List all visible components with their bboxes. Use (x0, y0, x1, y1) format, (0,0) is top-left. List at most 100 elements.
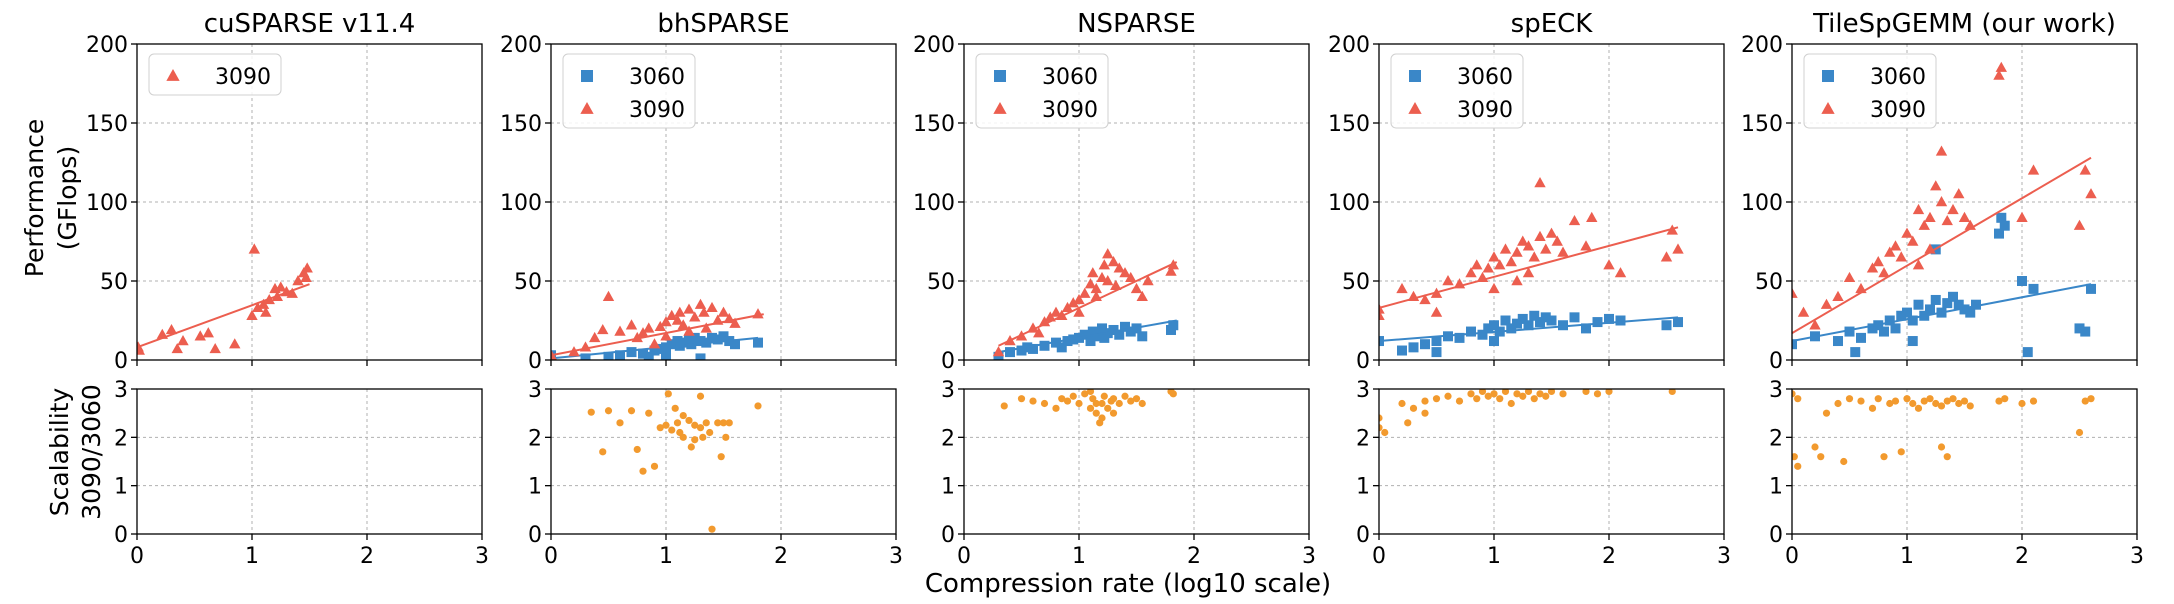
data-point-3090 (2085, 188, 2097, 199)
scalability-point (1605, 389, 1613, 396)
data-point-3060 (1925, 304, 1935, 315)
data-point-3090 (1889, 240, 1902, 251)
scalability-point (1409, 404, 1418, 412)
data-point-3090 (1820, 298, 1833, 309)
data-point-3060 (1661, 320, 1672, 331)
data-point-3090 (1924, 211, 1936, 222)
data-point-3090 (1545, 227, 1558, 238)
scalability-point (671, 404, 679, 412)
scalability-point (1490, 390, 1498, 398)
data-point-3090 (1540, 243, 1552, 254)
data-point-3060 (1592, 317, 1603, 328)
x-tick-label: 2 (774, 544, 788, 569)
data-point-3060 (2074, 323, 2085, 334)
data-point-3090 (1165, 265, 1177, 276)
data-point-3090 (643, 322, 655, 333)
legend-marker-3060 (994, 70, 1006, 82)
data-point-3090 (2027, 164, 2040, 175)
y-tick-label: 200 (86, 33, 128, 58)
scalability-point (1109, 409, 1118, 417)
data-point-3090 (1797, 306, 1810, 317)
data-point-3090 (1517, 235, 1529, 246)
data-point-3060 (649, 345, 660, 356)
data-point-3090 (1102, 248, 1114, 259)
data-point-3090 (1087, 267, 1099, 278)
scalability-point (1593, 390, 1602, 398)
data-point-3060 (1971, 299, 1981, 310)
scalability-point (1455, 397, 1464, 405)
data-point-3060 (1890, 323, 1901, 334)
scalability-point (650, 462, 659, 470)
y-tick-label: 200 (500, 33, 542, 58)
data-point-3090 (1033, 327, 1045, 338)
x-tick-label: 1 (1900, 544, 1914, 569)
data-point-3090 (1079, 287, 1091, 298)
data-point-3060 (678, 337, 689, 348)
axes-frame-scalability (1378, 388, 1725, 535)
scalability-point (1496, 395, 1504, 403)
data-point-3090 (1067, 297, 1079, 308)
y-tick-label: 150 (86, 112, 128, 137)
scalability-point (1052, 404, 1060, 412)
y-tick-label-scal: 0 (114, 523, 128, 548)
scalability-point (1109, 395, 1118, 403)
legend: 3060 3090 (562, 53, 696, 129)
chart-panel-4: spECK 0 50 100 150 200 3060 3090 0 1 2 3 0 1 2 3 (1328, 9, 1731, 569)
data-point-3090 (1941, 214, 1953, 226)
data-point-3060 (1604, 313, 1614, 324)
x-tick-label: 3 (889, 544, 903, 569)
legend-label-3090: 3090 (1457, 98, 1513, 123)
x-tick-label: 1 (245, 544, 259, 569)
data-point-3060 (707, 332, 717, 343)
x-tick-label: 0 (1372, 544, 1386, 569)
data-point-3090 (589, 331, 601, 343)
series-3090 (1792, 61, 2097, 335)
data-point-3090 (648, 338, 661, 349)
data-point-3090 (1580, 240, 1592, 251)
legend-marker-3090 (166, 69, 180, 81)
legend-label-3090: 3090 (629, 98, 685, 123)
scalability-point (1937, 443, 1946, 451)
data-point-3090 (1142, 275, 1154, 286)
data-point-3060 (1420, 339, 1430, 350)
scalability-point (1817, 453, 1825, 461)
data-point-3090 (1995, 61, 2007, 72)
data-point-3060 (1540, 312, 1551, 323)
plot-area-performance (137, 243, 313, 355)
data-point-3090 (165, 323, 178, 335)
data-point-3060 (638, 348, 648, 359)
legend-label-3060: 3060 (1870, 65, 1926, 90)
scalability-point (1794, 395, 1802, 403)
scalability-point (1000, 402, 1008, 410)
data-point-3060 (1114, 329, 1125, 340)
data-point-3090 (194, 330, 206, 341)
scalability-point (685, 416, 693, 425)
axes-frame-scalability (1791, 388, 2138, 535)
data-point-3060 (1431, 347, 1442, 358)
scalability-point (1421, 397, 1429, 405)
legend-box (148, 53, 282, 96)
x-tick-label: 0 (1785, 544, 1799, 569)
plot-area-scalability (1000, 389, 1177, 427)
figure-xlabel: Compression rate (log10 scale) (925, 569, 1331, 599)
scalability-point (1536, 390, 1544, 398)
data-point-3090 (248, 243, 260, 254)
data-point-3060 (1930, 294, 1941, 305)
y-tick-label: 0 (114, 349, 128, 374)
scalability-point (1524, 389, 1533, 396)
scalability-point (679, 411, 687, 420)
scalability-point (1903, 395, 1911, 403)
data-point-3090 (177, 335, 189, 346)
data-point-3060 (1097, 323, 1107, 334)
chart-title: TileSpGEMM (our work) (1812, 9, 2116, 39)
data-point-3090 (260, 306, 272, 317)
scalability-point (1501, 389, 1510, 396)
scalability-point (706, 428, 714, 437)
data-point-3060 (580, 353, 591, 360)
data-point-3060 (1856, 332, 1866, 343)
scalability-point (722, 433, 730, 441)
scalability-point (1909, 399, 1917, 408)
data-point-3060 (1489, 320, 1499, 331)
scalability-point (1519, 392, 1527, 400)
data-point-3060 (1056, 342, 1067, 353)
